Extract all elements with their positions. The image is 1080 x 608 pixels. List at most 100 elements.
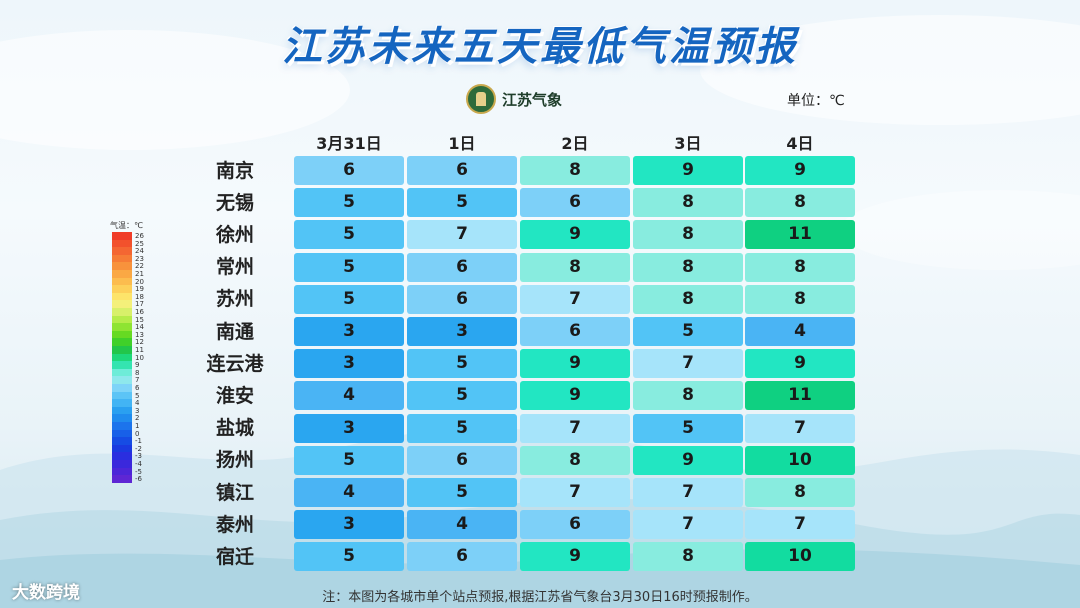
legend-swatch [112,475,132,483]
temperature-cell: 7 [745,510,855,540]
legend-swatch [112,323,132,331]
temperature-cell: 8 [520,156,630,185]
city-label: 无锡 [215,191,254,214]
temperature-cell: 8 [745,188,855,218]
legend-swatch [112,232,132,240]
legend-swatch [112,285,132,293]
city-label: 泰州 [215,513,254,536]
temperature-cell: 4 [745,317,855,346]
temperature-cell: 6 [407,445,517,475]
legend-label: 20 [135,277,144,286]
city-label: 镇江 [215,481,254,504]
legend-swatch [112,384,132,392]
legend-label: -4 [135,460,142,468]
temperature-cell: 5 [407,413,517,443]
temperature-cell: 5 [633,413,743,443]
temperature-cell: 9 [745,349,855,379]
legend-label: 6 [135,384,140,392]
temperature-cell: 6 [520,188,630,218]
city-label: 南京 [215,159,254,182]
column-header: 2日 [561,134,589,153]
legend-swatch [112,330,132,339]
legend-label: 26 [135,232,144,240]
temperature-cell: 9 [520,220,630,250]
legend-label: 15 [135,315,144,324]
legend-label: 5 [135,391,140,400]
legend-swatch [112,300,132,308]
legend-swatch [112,239,132,248]
legend-swatch [112,437,132,445]
temperature-cell: 9 [520,349,630,379]
legend-label: 10 [135,353,144,362]
temperature-cell: 5 [633,317,743,346]
legend-swatch [112,338,132,346]
temperature-cell: 6 [407,284,517,314]
temperature-cell: 7 [633,510,743,540]
city-label: 宿迁 [215,545,254,568]
legend-label: 11 [135,346,144,354]
legend-swatch [112,452,132,460]
legend-label: 16 [135,308,144,316]
city-label: 常州 [215,256,254,279]
watermark-brand: 大数跨境 [12,583,80,603]
legend-label: 18 [135,292,144,301]
column-header: 4日 [786,134,814,153]
temperature-cell: 8 [633,284,743,314]
legend-label: 25 [135,239,144,248]
temperature-cell: 5 [407,349,517,379]
legend-swatch [112,247,132,255]
temperature-cell: 8 [745,284,855,314]
legend-swatch [112,292,132,301]
legend-label: 1 [135,422,140,430]
city-label: 南通 [215,320,254,343]
temperature-cell: 10 [745,445,855,475]
temperature-cell: 3 [294,349,404,379]
legend-label: -2 [135,444,142,453]
legend-label: 14 [135,323,144,332]
temperature-cell: 9 [633,156,743,185]
legend-swatch [112,460,132,468]
temperature-cell: 5 [407,381,517,411]
legend-label: 4 [135,399,140,408]
temperature-cell: 9 [745,156,855,185]
legend-swatch [112,262,132,270]
temperature-cell: 8 [745,252,855,282]
legend-swatch [112,467,132,476]
legend-swatch [112,414,132,422]
temperature-cell: 6 [407,156,517,185]
temperature-cell: 7 [407,220,517,250]
legend-label: 21 [135,270,144,278]
temperature-cell: 8 [633,220,743,250]
legend-label: 12 [135,338,144,347]
legend-swatch [112,422,132,430]
temperature-cell: 5 [407,188,517,218]
unit-label: 单位：℃ [787,93,845,109]
legend-label: -1 [135,437,142,446]
legend-label: 0 [135,429,140,438]
temperature-cell: 6 [407,542,517,572]
weather-badge-icon [466,84,496,114]
legend-label: 9 [135,361,140,370]
temperature-cell: 8 [633,381,743,411]
legend-label: 8 [135,368,140,377]
temperature-cell: 7 [520,478,630,507]
temperature-cell: 4 [294,478,404,507]
legend-label: -5 [135,467,142,476]
temperature-cell: 10 [745,542,855,572]
city-label: 淮安 [215,384,254,407]
temperature-cell: 7 [520,284,630,314]
temperature-cell: 5 [294,252,404,282]
temperature-cell: 9 [520,542,630,572]
temperature-cell: 7 [745,413,855,443]
legend-title: 气温：℃ [110,221,143,230]
legend-swatch [112,277,132,286]
legend-label: 2 [135,414,140,423]
temperature-cell: 8 [520,252,630,282]
column-header: 3日 [674,134,702,153]
temperature-cell: 6 [294,156,404,185]
legend-label: 13 [135,330,144,339]
temperature-cell: 6 [407,252,517,282]
temperature-cell: 8 [633,542,743,572]
temperature-cell: 5 [294,220,404,250]
footnote: 注：本图为各城市单个站点预报,根据江苏省气象台3月30日16时预报制作。 [322,590,758,605]
